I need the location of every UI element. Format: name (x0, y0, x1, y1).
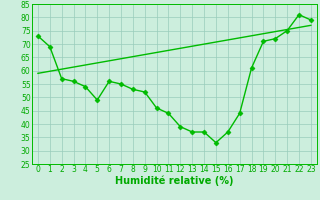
X-axis label: Humidité relative (%): Humidité relative (%) (115, 176, 234, 186)
